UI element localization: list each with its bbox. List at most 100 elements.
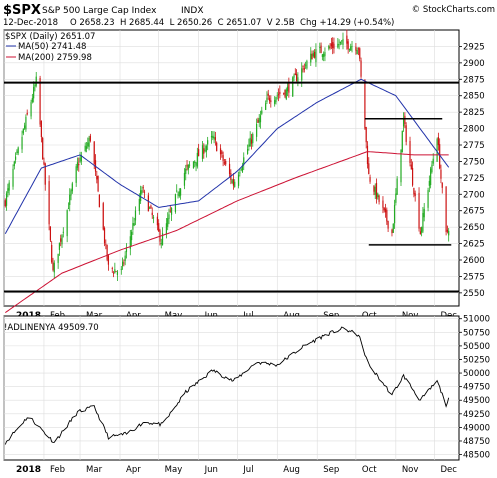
price-candle-body [421,227,423,233]
header-date: 12-Dec-2018 [3,18,58,28]
legend-ma50: MA(50) 2741.48 [18,42,86,52]
price-candle-body [106,244,108,260]
price-candle-body [112,272,115,274]
price-candle-body [16,151,18,153]
price-candle-body [156,216,158,226]
price-candle-body [427,190,429,208]
price-ytick-label: 2625 [463,240,485,250]
price-candle-body [195,162,197,166]
price-candle-body [140,190,142,202]
price-candle-body [97,175,99,192]
price-candle-body [234,181,236,187]
price-candle-body [49,226,52,241]
price-candle-body [12,168,14,187]
price-candle-body [116,271,119,275]
price-candle-body [121,261,124,267]
price-candle-body [436,139,438,162]
price-ytick-label: 2600 [463,256,485,266]
price-candle-body [24,125,26,129]
price-candle-body [222,155,224,162]
price-candle-body [286,86,289,92]
price-candle-body [85,146,88,149]
price-candle-body [141,190,143,194]
price-candle-body [57,253,59,263]
price-candle-body [347,41,349,50]
price-candle-body [339,41,342,44]
price-candle-body [60,238,62,242]
adline-plot-area [3,315,460,461]
price-candle-body [201,145,204,159]
price-candle-body [196,152,198,167]
price-candle-body [439,144,441,169]
price-candle-body [411,167,414,186]
price-candle-body [351,46,353,48]
price-candle-body [311,53,313,60]
price-candle-body [232,178,235,186]
price-candle-body [88,137,90,147]
price-candle-body [437,137,439,146]
price-candle-body [169,210,171,212]
adline-xtick-label: Oct [362,465,377,475]
price-candle-body [275,97,277,103]
price-candle-body [295,74,298,81]
price-candle-body [250,139,253,144]
price-candle-body [187,164,189,170]
price-candle-body [131,231,133,241]
price-candle-body [158,223,160,232]
price-candle-body [382,200,384,208]
price-candle-body [446,229,448,232]
price-candle-body [440,169,442,179]
adline-xtick-label: Feb [50,465,65,475]
price-candle-body [167,218,169,227]
price-candle-body [393,205,396,224]
price-candle-body [448,230,450,236]
price-ytick-label: 2700 [463,190,485,200]
price-candle-body [149,207,151,209]
price-candle-body [42,137,44,160]
price-candle-body [98,194,100,208]
price-candle-body [205,146,207,152]
price-candle-body [432,158,434,164]
price-candle-body [212,135,214,138]
price-candle-body [312,53,314,57]
adline-xtick-label: May [165,465,183,475]
price-candle-body [315,49,317,63]
adline-ytick-label: 49500 [463,396,490,406]
price-candle-body [223,162,226,164]
price-candle-body [75,166,77,183]
price-candle-body [377,193,379,198]
price-candle-body [150,205,152,209]
price-candle-body [302,66,304,68]
price-candle-body [213,136,215,139]
price-candle-body [103,227,106,244]
adline-xtick-label: Aug [283,465,300,475]
price-candle-body [96,175,98,180]
price-candle-body [248,144,250,147]
adline-ytick-label: 50250 [463,355,490,365]
price-candle-body [243,157,245,165]
price-candle-body [277,94,280,96]
price-candle-body [13,161,15,167]
price-candle-body [228,163,231,174]
price-candle-body [107,255,110,265]
price-candle-body [31,97,33,102]
price-candle-body [276,95,278,97]
price-candle-body [270,100,272,103]
price-candle-body [266,97,268,102]
price-candle-body [386,209,388,222]
price-candle-body [89,135,91,141]
price-candle-body [174,194,177,212]
adline-xtick-label: Dec [441,465,458,475]
adline-ytick-label: 50000 [463,369,490,379]
price-candle-body [305,64,307,66]
price-candle-body [383,207,385,211]
price-candle-body [21,136,23,150]
price-candle-body [219,148,222,155]
price-candle-body [203,148,205,154]
price-candle-body [301,68,303,81]
price-candle-body [401,130,403,153]
price-candle-body [168,214,170,219]
price-candle-body [76,162,79,168]
price-candle-body [357,48,360,50]
price-candle-body [177,194,179,196]
